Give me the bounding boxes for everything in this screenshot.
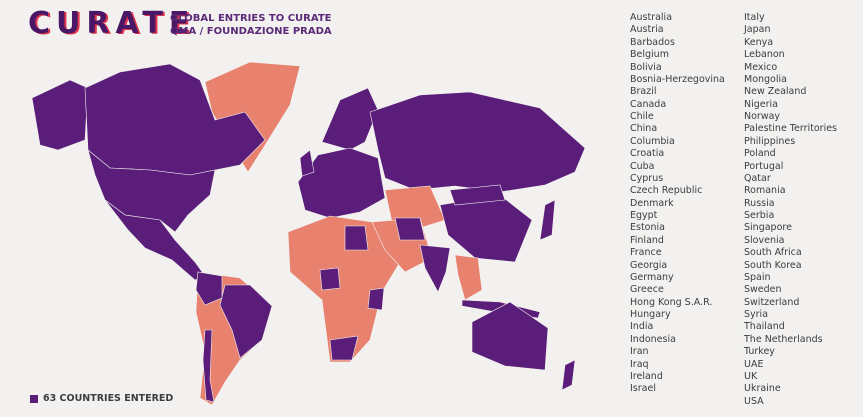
africa [287,215,401,363]
country-name: Philippines [744,135,796,147]
country-name: Ukraine [744,383,781,395]
subtitle: GLOBAL ENTRIES TO CURATE QMA / FOUNDAZIO… [170,12,332,38]
country-name: Australia [630,12,673,23]
country-name: Indonesia [630,333,676,345]
country-name: Egypt [630,210,658,221]
country-name: China [630,123,658,135]
south-africa [329,335,359,361]
country-name: UK [744,370,758,382]
country-name: USA [744,395,764,407]
iran [394,217,426,241]
scandinavia [321,87,379,151]
country-name: South Africa [744,247,802,259]
country-name: Belgium [630,49,669,61]
country-column: Italy Japan Kenya Lebanon Mexico Mongolia New … [744,12,837,408]
kenya [367,287,385,311]
country-name: Switzerland [744,296,800,308]
india [419,244,451,293]
country-name: Turkey [744,346,775,358]
brazil [219,284,273,359]
country-name: France [630,247,662,259]
legend-swatch [30,394,38,403]
colombia [195,271,223,306]
country-name: Finland [630,234,664,246]
country-name: Spain [744,271,771,283]
europe [297,147,386,219]
country-name: Poland [744,148,776,160]
country-name: Hungary [630,309,671,320]
country-name: Brazil [630,86,657,98]
country-name: India [630,321,654,333]
country-name: Syria [744,309,769,320]
country-name: Czech Republic [630,185,703,197]
country-name: Georgia [630,259,668,271]
country-name: Columbia [630,135,675,147]
country-name: Thailand [744,321,785,333]
country-name: Canada [630,98,667,110]
alaska [31,79,89,151]
country-name: Estonia [630,222,665,234]
country-name: Portugal [744,160,784,172]
southeast-asia [454,254,483,301]
country-name: Japan [744,24,771,36]
country-name: Iraq [630,358,649,370]
russia [369,91,586,193]
country-name: Mongolia [744,73,787,85]
country-name: The Netherlands [744,333,823,345]
country-name: Chile [630,111,654,122]
country-name: Iran [630,346,649,358]
australia [471,301,549,371]
country-name: Croatia [630,148,665,160]
uk [299,149,315,177]
country-name: Norway [744,111,781,122]
country-column: Australia Austria Barbados Belgium Bolivia Bo… [630,12,725,396]
country-name: UAE [744,358,764,370]
country-name: Mexico [744,61,778,73]
country-name: Cyprus [630,172,664,184]
country-name: Qatar [744,172,771,184]
nigeria [319,267,341,291]
country-name: Slovenia [744,234,785,246]
chile [202,329,215,403]
country-name: Palestine Territories [744,123,838,135]
country-name: South Korea [744,259,802,271]
new-zealand [561,359,576,391]
legend-label: 63 COUNTRIES ENTERED [43,393,174,404]
country-name: Lebanon [744,49,785,61]
country-name: Austria [630,24,664,36]
country-name: Russia [744,197,775,209]
country-name: Bolivia [630,61,662,73]
country-name: Italy [744,12,765,23]
subtitle-line: QMA / FOUNDAZIONE PRADA [170,26,332,37]
country-name: Bosnia-Herzegovina [630,73,725,85]
country-name: Ireland [630,370,663,382]
country-name: Sweden [744,284,782,296]
country-name: Germany [630,271,674,283]
logo: CURATE [28,6,196,41]
country-name: Nigeria [744,98,778,110]
legend: 63 COUNTRIES ENTERED [30,393,173,404]
country-name: Denmark [630,197,674,209]
country-name: Hong Kong S.A.R. [630,296,713,308]
country-name: Kenya [744,36,774,48]
country-name: Romania [744,185,786,197]
country-name: Israel [630,383,656,395]
country-name: Greece [630,284,664,296]
country-name: Serbia [744,210,775,221]
china [439,194,533,263]
subtitle-line: GLOBAL ENTRIES TO CURATE [170,13,332,24]
central-asia [384,185,446,229]
country-name: Singapore [744,222,792,234]
japan [539,199,556,241]
country-name: Cuba [630,160,655,172]
world-map [31,61,586,406]
country-name: New Zealand [744,86,807,98]
egypt [344,225,369,251]
country-name: Barbados [630,36,675,48]
mongolia [449,184,506,206]
